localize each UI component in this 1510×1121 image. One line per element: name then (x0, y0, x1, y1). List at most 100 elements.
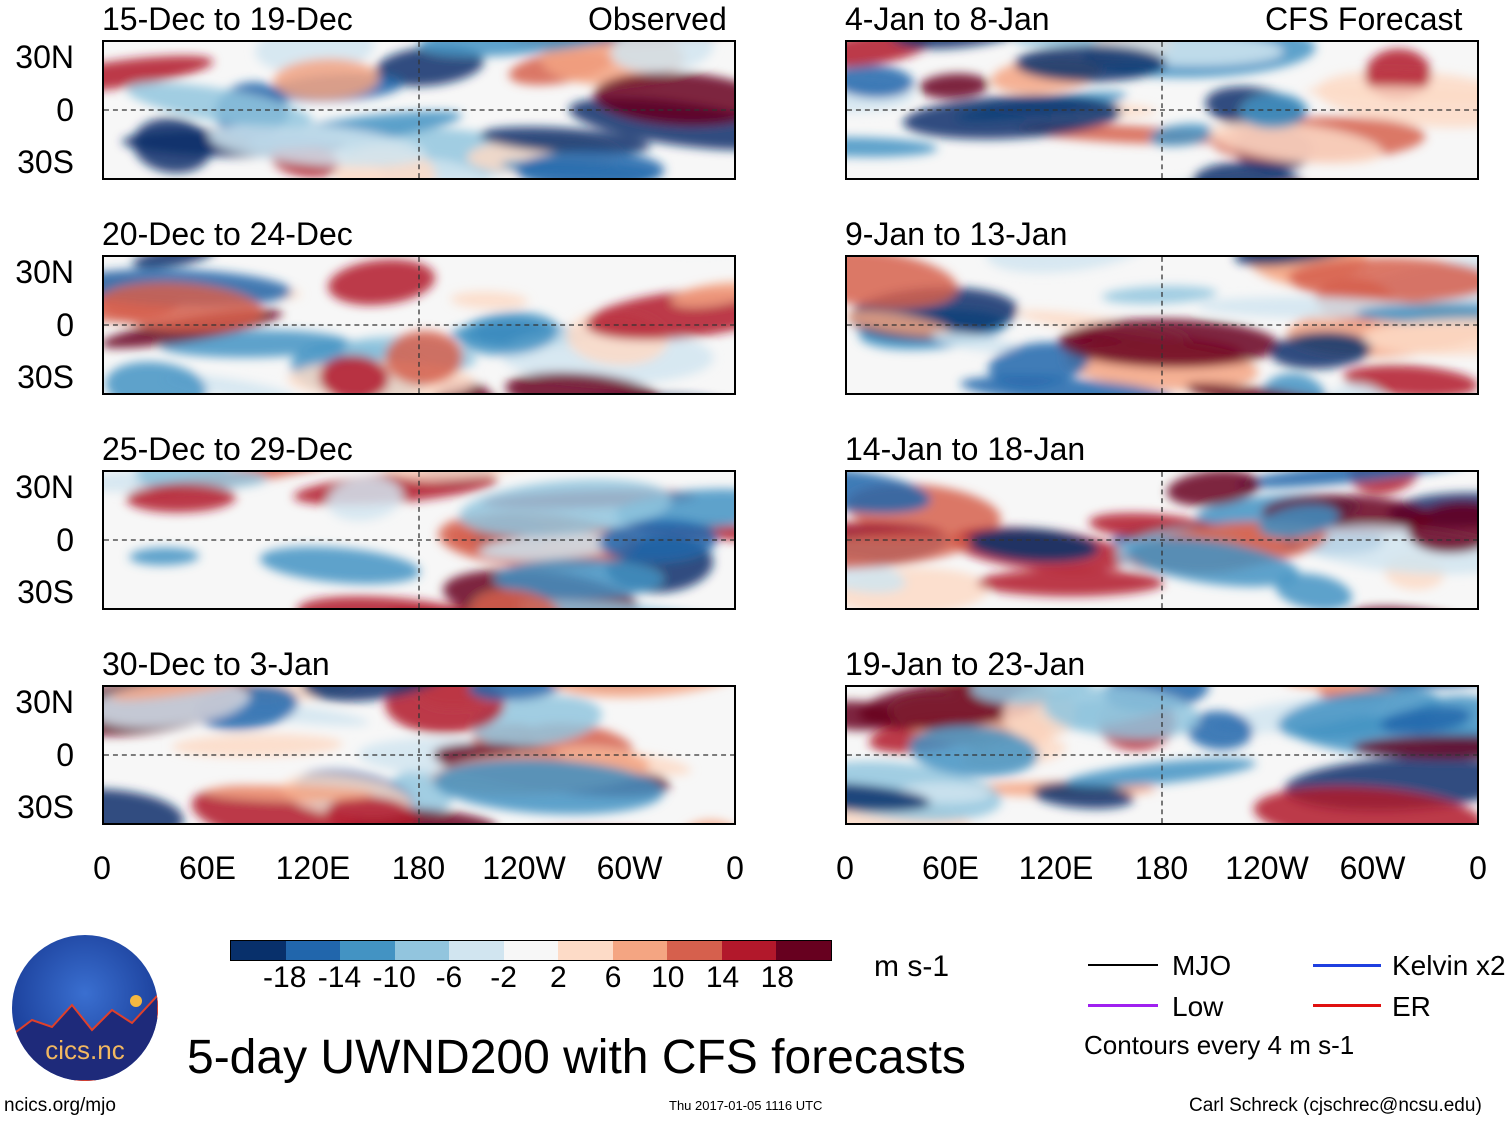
colorbar-swatch (285, 941, 341, 960)
lon-label: 180 (391, 850, 446, 886)
anomaly-blob (505, 372, 662, 393)
anomaly-blob (319, 355, 390, 393)
lon-label: 120E (275, 850, 351, 886)
panel-title: 20-Dec to 24-Dec (102, 216, 353, 252)
anomaly-blob (1237, 472, 1469, 489)
colorbar-swatch (558, 941, 613, 960)
forecast-header: CFS Forecast (1265, 1, 1463, 37)
anomaly-blob (385, 687, 505, 734)
author: Carl Schreck (cjschrec@ncsu.edu) (1189, 1095, 1482, 1116)
anomaly-blob (585, 289, 734, 340)
map-panel (102, 40, 736, 180)
anomaly-blob (847, 64, 914, 98)
anomaly-blob (598, 519, 718, 563)
colorbar-tick-label: -10 (372, 961, 416, 994)
anomaly-blob (515, 150, 665, 178)
anomaly-blob (104, 282, 264, 332)
site-link[interactable]: ncics.org/mjo (4, 1095, 116, 1116)
lat-label: 30S (17, 144, 74, 180)
anomaly-blob (977, 569, 1164, 597)
anomaly-blob (129, 547, 199, 566)
anomaly-blob (1187, 710, 1253, 750)
colorbar-swatch (776, 941, 832, 960)
anomaly-blob (132, 118, 212, 174)
panel-title: 14-Jan to 18-Jan (845, 431, 1086, 467)
lon-label: 0 (836, 850, 854, 886)
anomaly-blob (1209, 121, 1383, 164)
mountains-icon (12, 993, 158, 1081)
anomaly-blob (471, 695, 602, 747)
panel-title: 4-Jan to 8-Jan (845, 1, 1050, 37)
colorbar-swatch (503, 941, 559, 960)
map-panel (845, 685, 1479, 825)
lon-label: 0 (1469, 850, 1487, 886)
lat-label: 30N (15, 684, 74, 720)
lat-label: 30S (17, 574, 74, 610)
anomaly-blob (847, 42, 931, 68)
anomaly-blob (847, 137, 938, 157)
colorbar-tick-label: 14 (705, 961, 740, 994)
timestamp: Thu 2017-01-05 1116 UTC (669, 1098, 823, 1113)
anomaly-blob (418, 42, 650, 57)
anomaly-blob (1343, 606, 1477, 608)
anomaly-blob (126, 483, 236, 513)
panel-title: 30-Dec to 3-Jan (102, 646, 330, 682)
lat-label: 30N (15, 39, 74, 75)
anomaly-blob (903, 95, 1122, 140)
anomaly-blob (678, 820, 734, 823)
anomaly-blob (1352, 735, 1477, 759)
anomaly-blob (1190, 162, 1312, 178)
colorbar-swatch (612, 941, 668, 960)
anomaly-blob (1349, 472, 1421, 494)
legend-label-low: Low (1172, 991, 1224, 1022)
colorbar-tick-label: 10 (651, 961, 685, 994)
colorbar-tick-label: -18 (263, 961, 307, 994)
logo-text: cics.nc (45, 1035, 125, 1065)
anomaly-blob (847, 472, 931, 514)
anomaly-blob (1101, 285, 1218, 304)
map-panel (845, 470, 1479, 610)
contour-note: Contours every 4 m s-1 (1084, 1030, 1355, 1060)
lon-label: 60E (922, 850, 979, 886)
anomaly-blob (1355, 302, 1477, 325)
legend-label-kelvin: Kelvin x2 (1392, 950, 1506, 981)
anomaly-blob (1305, 85, 1477, 104)
figure-title: 5-day UWND200 with CFS forecasts (187, 1031, 966, 1084)
anomaly-blob (450, 291, 528, 310)
anomaly-blob (847, 257, 958, 309)
anomaly-blob (847, 558, 906, 593)
panel-title: 25-Dec to 29-Dec (102, 431, 353, 467)
anomaly-blob (847, 532, 972, 570)
anomaly-blob (847, 782, 931, 812)
anomaly-blob (1240, 93, 1308, 129)
anomaly-blob (104, 55, 214, 94)
lat-label: 0 (56, 307, 74, 343)
map-panel (102, 470, 736, 610)
colorbar-tick-label: -14 (317, 961, 362, 994)
anomaly-blob (1014, 44, 1166, 82)
anomaly-blob (610, 42, 714, 73)
lon-label: 60W (596, 850, 663, 886)
anomaly-blob (642, 257, 734, 259)
lat-label: 30S (17, 789, 74, 825)
lon-label: 0 (726, 850, 744, 886)
anomaly-blob (1287, 257, 1477, 303)
colorbar-swatch (340, 941, 395, 960)
anomaly-blob (985, 257, 1154, 273)
anomaly-blob (468, 687, 568, 701)
colorbar-swatch (394, 941, 450, 960)
legend-label-mjo: MJO (1172, 950, 1232, 981)
panel-title: 9-Jan to 13-Jan (845, 216, 1068, 252)
anomaly-blob (1032, 782, 1134, 809)
anomaly-blob (517, 599, 731, 608)
colorbar-tick-label: -2 (490, 961, 517, 994)
anomaly-blob (1066, 758, 1256, 788)
lon-label: 0 (93, 850, 111, 886)
lon-label: 60E (179, 850, 236, 886)
colorbar-tick-label: 6 (604, 961, 622, 994)
anomaly-blob (204, 785, 374, 802)
anomaly-blob (847, 311, 951, 337)
anomaly-blob (327, 477, 403, 521)
legend-label-er: ER (1392, 991, 1431, 1022)
